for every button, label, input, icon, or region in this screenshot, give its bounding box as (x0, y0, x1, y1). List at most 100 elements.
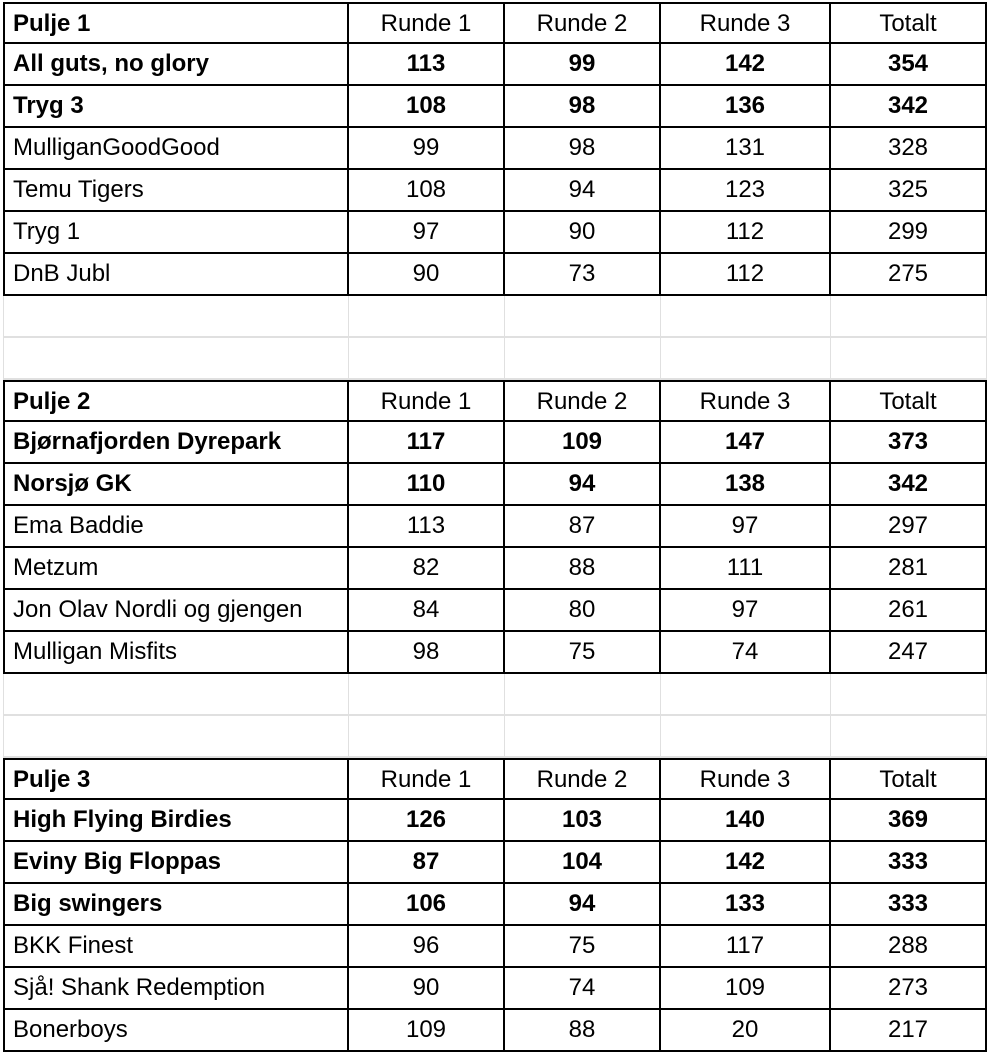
team-name-cell[interactable]: Metzum (3, 548, 349, 590)
round-1-cell[interactable]: 113 (349, 44, 505, 86)
round-3-cell[interactable]: 140 (661, 800, 831, 842)
total-cell[interactable]: 299 (831, 212, 987, 254)
team-name-cell[interactable]: All guts, no glory (3, 44, 349, 86)
total-cell[interactable]: 342 (831, 86, 987, 128)
round-1-cell[interactable]: 117 (349, 422, 505, 464)
round-1-cell[interactable]: 99 (349, 128, 505, 170)
round-2-cell[interactable]: 87 (505, 506, 661, 548)
round-1-cell[interactable]: 108 (349, 86, 505, 128)
round-2-cell[interactable]: 90 (505, 212, 661, 254)
empty-cell[interactable] (3, 338, 349, 380)
round-3-cell[interactable]: 133 (661, 884, 831, 926)
team-name-cell[interactable]: Mulligan Misfits (3, 632, 349, 674)
team-name-cell[interactable]: Tryg 1 (3, 212, 349, 254)
empty-cell[interactable] (831, 674, 987, 716)
round-2-cell[interactable]: 103 (505, 800, 661, 842)
empty-cell[interactable] (661, 716, 831, 758)
round-2-cell[interactable]: 109 (505, 422, 661, 464)
empty-cell[interactable] (505, 716, 661, 758)
round-1-cell[interactable]: 97 (349, 212, 505, 254)
total-cell[interactable]: 328 (831, 128, 987, 170)
team-name-cell[interactable]: Bonerboys (3, 1010, 349, 1052)
round-3-cell[interactable]: 123 (661, 170, 831, 212)
team-name-cell[interactable]: Temu Tigers (3, 170, 349, 212)
round-2-cell[interactable]: 74 (505, 968, 661, 1010)
empty-cell[interactable] (349, 716, 505, 758)
empty-cell[interactable] (661, 674, 831, 716)
total-cell[interactable]: 288 (831, 926, 987, 968)
team-name-cell[interactable]: Tryg 3 (3, 86, 349, 128)
round-2-cell[interactable]: 94 (505, 464, 661, 506)
team-name-cell[interactable]: BKK Finest (3, 926, 349, 968)
round-1-cell[interactable]: 96 (349, 926, 505, 968)
team-name-cell[interactable]: High Flying Birdies (3, 800, 349, 842)
round-3-cell[interactable]: 112 (661, 212, 831, 254)
round-2-cell[interactable]: 88 (505, 548, 661, 590)
round-1-cell[interactable]: 90 (349, 968, 505, 1010)
round-3-cell[interactable]: 136 (661, 86, 831, 128)
round-3-cell[interactable]: 111 (661, 548, 831, 590)
empty-cell[interactable] (3, 674, 349, 716)
round-1-cell[interactable]: 106 (349, 884, 505, 926)
total-cell[interactable]: 261 (831, 590, 987, 632)
group-title-cell[interactable]: Pulje 1 (3, 2, 349, 44)
round-2-cell[interactable]: 104 (505, 842, 661, 884)
round-1-cell[interactable]: 126 (349, 800, 505, 842)
round-1-cell[interactable]: 90 (349, 254, 505, 296)
total-cell[interactable]: 297 (831, 506, 987, 548)
column-header-cell[interactable]: Runde 1 (349, 380, 505, 422)
round-3-cell[interactable]: 109 (661, 968, 831, 1010)
team-name-cell[interactable]: Norsjø GK (3, 464, 349, 506)
total-cell[interactable]: 275 (831, 254, 987, 296)
group-title-cell[interactable]: Pulje 3 (3, 758, 349, 800)
round-3-cell[interactable]: 97 (661, 506, 831, 548)
round-3-cell[interactable]: 20 (661, 1010, 831, 1052)
round-3-cell[interactable]: 142 (661, 44, 831, 86)
round-2-cell[interactable]: 98 (505, 128, 661, 170)
round-2-cell[interactable]: 75 (505, 632, 661, 674)
total-cell[interactable]: 354 (831, 44, 987, 86)
round-3-cell[interactable]: 147 (661, 422, 831, 464)
total-cell[interactable]: 217 (831, 1010, 987, 1052)
round-3-cell[interactable]: 74 (661, 632, 831, 674)
round-2-cell[interactable]: 88 (505, 1010, 661, 1052)
column-header-cell[interactable]: Runde 3 (661, 2, 831, 44)
column-header-cell[interactable]: Totalt (831, 2, 987, 44)
total-cell[interactable]: 373 (831, 422, 987, 464)
round-2-cell[interactable]: 94 (505, 170, 661, 212)
total-cell[interactable]: 333 (831, 842, 987, 884)
empty-cell[interactable] (505, 674, 661, 716)
total-cell[interactable]: 281 (831, 548, 987, 590)
round-3-cell[interactable]: 138 (661, 464, 831, 506)
column-header-cell[interactable]: Runde 1 (349, 758, 505, 800)
round-1-cell[interactable]: 84 (349, 590, 505, 632)
round-1-cell[interactable]: 113 (349, 506, 505, 548)
round-3-cell[interactable]: 117 (661, 926, 831, 968)
round-1-cell[interactable]: 110 (349, 464, 505, 506)
team-name-cell[interactable]: Sjå! Shank Redemption (3, 968, 349, 1010)
column-header-cell[interactable]: Totalt (831, 758, 987, 800)
column-header-cell[interactable]: Runde 2 (505, 758, 661, 800)
team-name-cell[interactable]: Bjørnafjorden Dyrepark (3, 422, 349, 464)
round-3-cell[interactable]: 112 (661, 254, 831, 296)
empty-cell[interactable] (661, 296, 831, 338)
empty-cell[interactable] (505, 338, 661, 380)
column-header-cell[interactable]: Runde 1 (349, 2, 505, 44)
empty-cell[interactable] (661, 338, 831, 380)
team-name-cell[interactable]: DnB Jubl (3, 254, 349, 296)
round-1-cell[interactable]: 109 (349, 1010, 505, 1052)
empty-cell[interactable] (831, 338, 987, 380)
column-header-cell[interactable]: Runde 3 (661, 380, 831, 422)
empty-cell[interactable] (349, 674, 505, 716)
empty-cell[interactable] (349, 338, 505, 380)
empty-cell[interactable] (3, 716, 349, 758)
team-name-cell[interactable]: Jon Olav Nordli og gjengen (3, 590, 349, 632)
round-1-cell[interactable]: 82 (349, 548, 505, 590)
round-2-cell[interactable]: 75 (505, 926, 661, 968)
empty-cell[interactable] (831, 296, 987, 338)
column-header-cell[interactable]: Runde 2 (505, 380, 661, 422)
column-header-cell[interactable]: Runde 3 (661, 758, 831, 800)
round-3-cell[interactable]: 131 (661, 128, 831, 170)
team-name-cell[interactable]: Ema Baddie (3, 506, 349, 548)
group-title-cell[interactable]: Pulje 2 (3, 380, 349, 422)
